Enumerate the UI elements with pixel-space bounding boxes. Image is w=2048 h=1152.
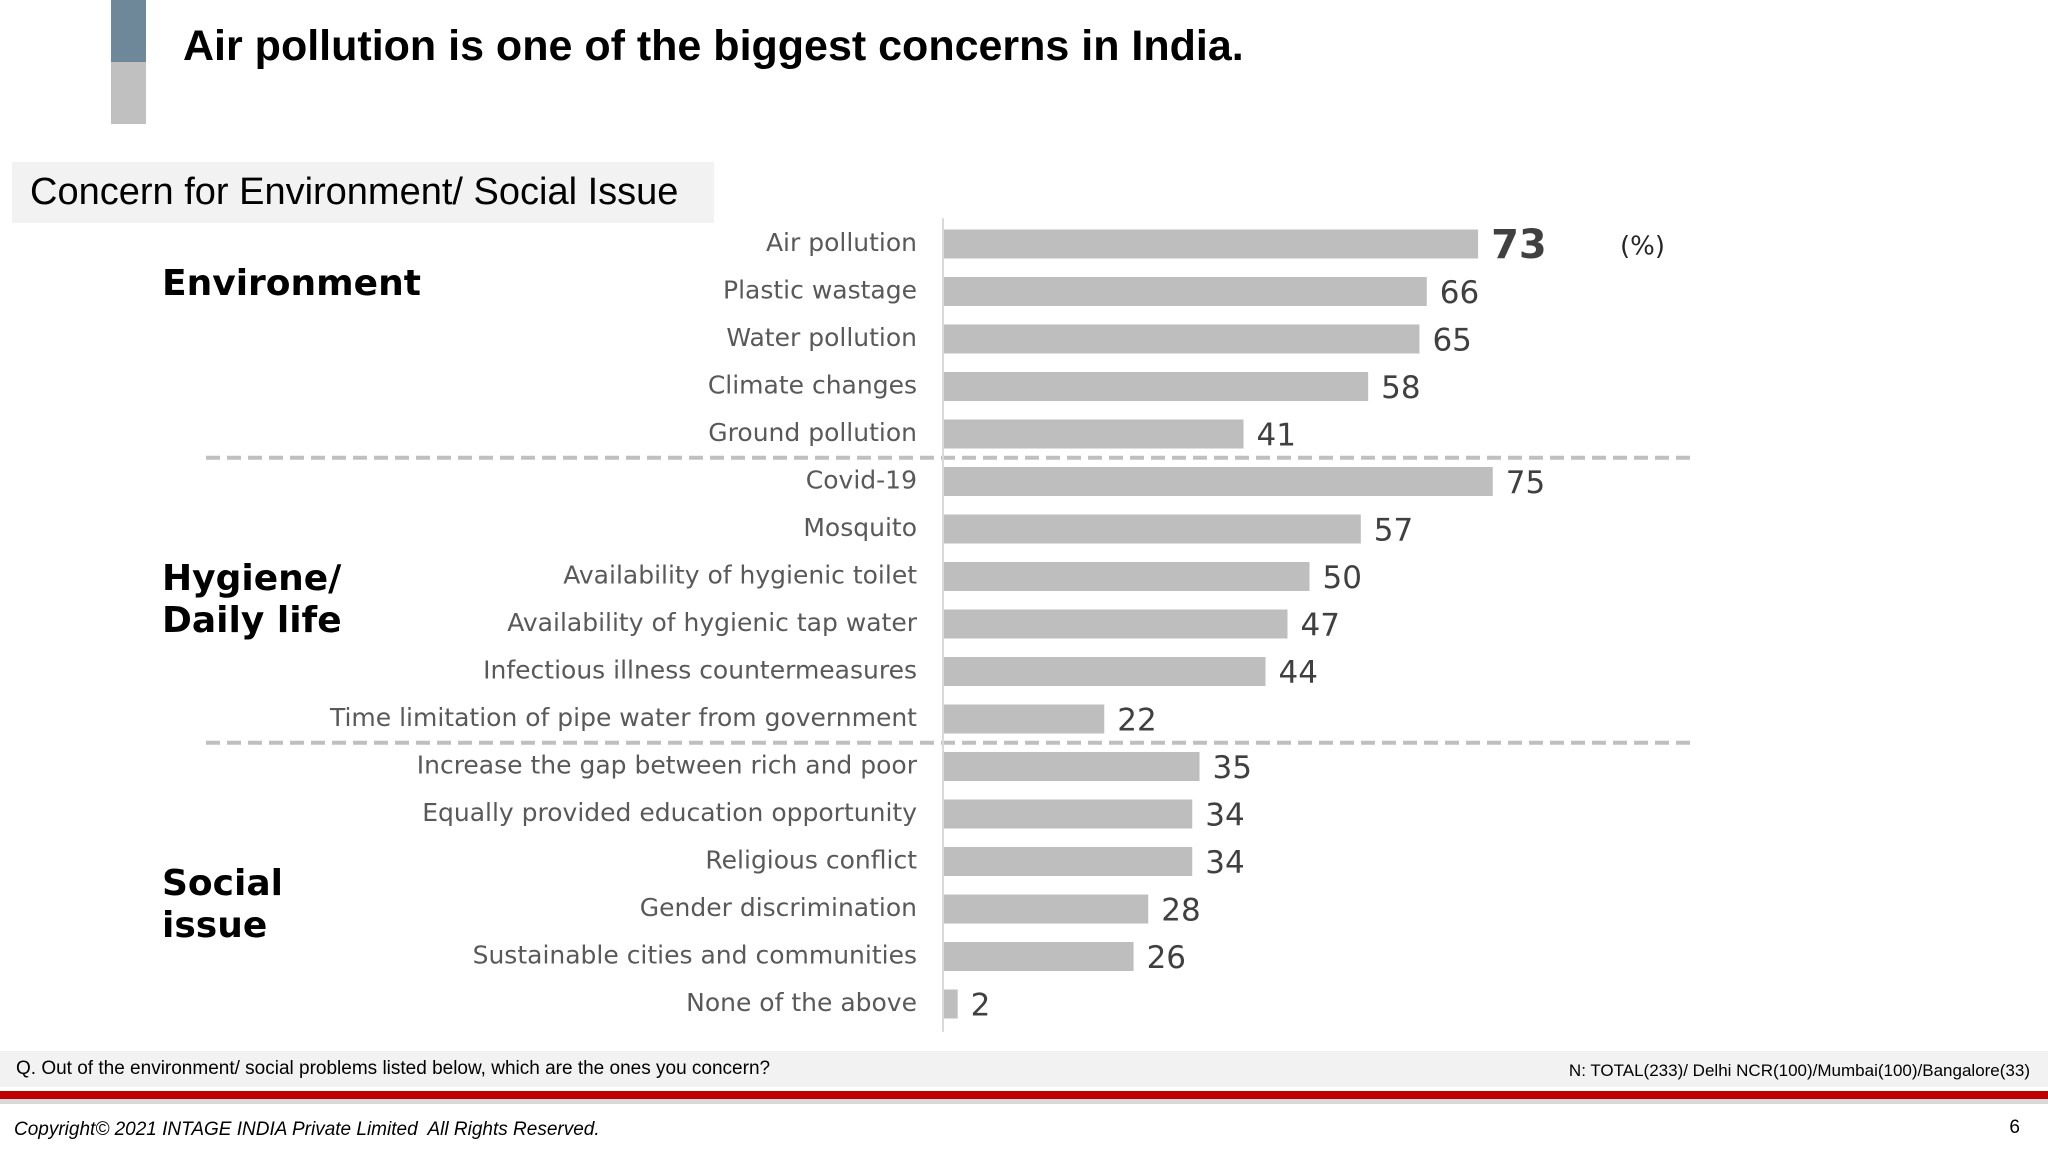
category-label: Infectious illness countermeasures xyxy=(483,656,917,685)
category-label: Air pollution xyxy=(766,228,917,257)
group-label: Environment xyxy=(162,263,421,304)
category-label: Ground pollution xyxy=(708,418,917,447)
red-rule xyxy=(0,1091,2048,1099)
value-label: 35 xyxy=(1213,750,1252,786)
question: Q. Out of the environment/ social proble… xyxy=(16,1058,771,1079)
bar xyxy=(943,894,1149,924)
value-label: 73 xyxy=(1491,222,1547,268)
category-label: Availability of hygienic tap water xyxy=(507,608,917,637)
value-label: 65 xyxy=(1432,323,1471,359)
accent-bottom xyxy=(111,62,146,124)
category-label: Water pollution xyxy=(726,323,917,352)
category-label: Increase the gap between rich and poor xyxy=(417,751,918,780)
category-label: Covid-19 xyxy=(806,466,917,495)
bar xyxy=(943,277,1427,306)
bar xyxy=(943,657,1266,686)
bar xyxy=(943,847,1193,876)
bar xyxy=(943,372,1369,401)
bar xyxy=(943,324,1420,354)
category-label: Mosquito xyxy=(803,513,917,542)
value-label: 58 xyxy=(1381,370,1420,406)
value-label: 26 xyxy=(1147,940,1186,976)
category-label: None of the above xyxy=(686,988,917,1017)
value-label: 41 xyxy=(1257,418,1296,454)
bar xyxy=(943,609,1288,639)
value-label: 75 xyxy=(1506,465,1545,501)
bar xyxy=(943,229,1479,259)
gray-rule xyxy=(0,1099,2048,1104)
value-label: 66 xyxy=(1440,275,1479,311)
group-label: Social issue xyxy=(162,863,283,947)
value-label: 44 xyxy=(1279,655,1318,691)
value-label: 2 xyxy=(971,988,991,1024)
value-label: 34 xyxy=(1205,845,1244,881)
bar xyxy=(943,419,1244,449)
sample-note: N: TOTAL(233)/ Delhi NCR(100)/Mumbai(100… xyxy=(1568,1061,2030,1080)
value-label: 50 xyxy=(1323,560,1362,596)
category-label: Gender discrimination xyxy=(640,893,917,922)
bar xyxy=(943,704,1105,734)
category-label: Plastic wastage xyxy=(723,276,917,305)
chart-title: Concern for Environment/ Social Issue xyxy=(12,162,714,223)
bar xyxy=(943,799,1193,829)
bar xyxy=(943,467,1493,496)
value-label: 28 xyxy=(1161,893,1200,929)
category-label: Availability of hygienic toilet xyxy=(563,561,917,590)
value-label: 47 xyxy=(1301,608,1340,644)
slide-title: Air pollution is one of the biggest conc… xyxy=(183,22,1244,70)
bar xyxy=(943,752,1200,781)
category-label: Sustainable cities and communities xyxy=(473,941,917,970)
question-band xyxy=(0,1051,2048,1087)
category-label: Equally provided education opportunity xyxy=(422,798,917,827)
accent-top xyxy=(111,0,146,62)
bar xyxy=(943,989,958,1019)
page-number: 6 xyxy=(2009,1117,2020,1138)
category-label: Climate changes xyxy=(708,371,917,400)
group-label: Hygiene/ Daily life xyxy=(162,558,342,642)
bar xyxy=(943,514,1361,544)
value-label: 34 xyxy=(1205,798,1244,834)
value-label: 22 xyxy=(1117,703,1156,739)
category-label: Time limitation of pipe water from gover… xyxy=(329,703,917,732)
value-label: 57 xyxy=(1374,513,1413,549)
unit-label: (%) xyxy=(1620,232,1665,262)
category-label: Religious conflict xyxy=(705,846,917,875)
copyright: Copyright© 2021 INTAGE INDIA Private Lim… xyxy=(14,1119,600,1140)
bar xyxy=(943,562,1310,591)
bar xyxy=(943,942,1134,971)
